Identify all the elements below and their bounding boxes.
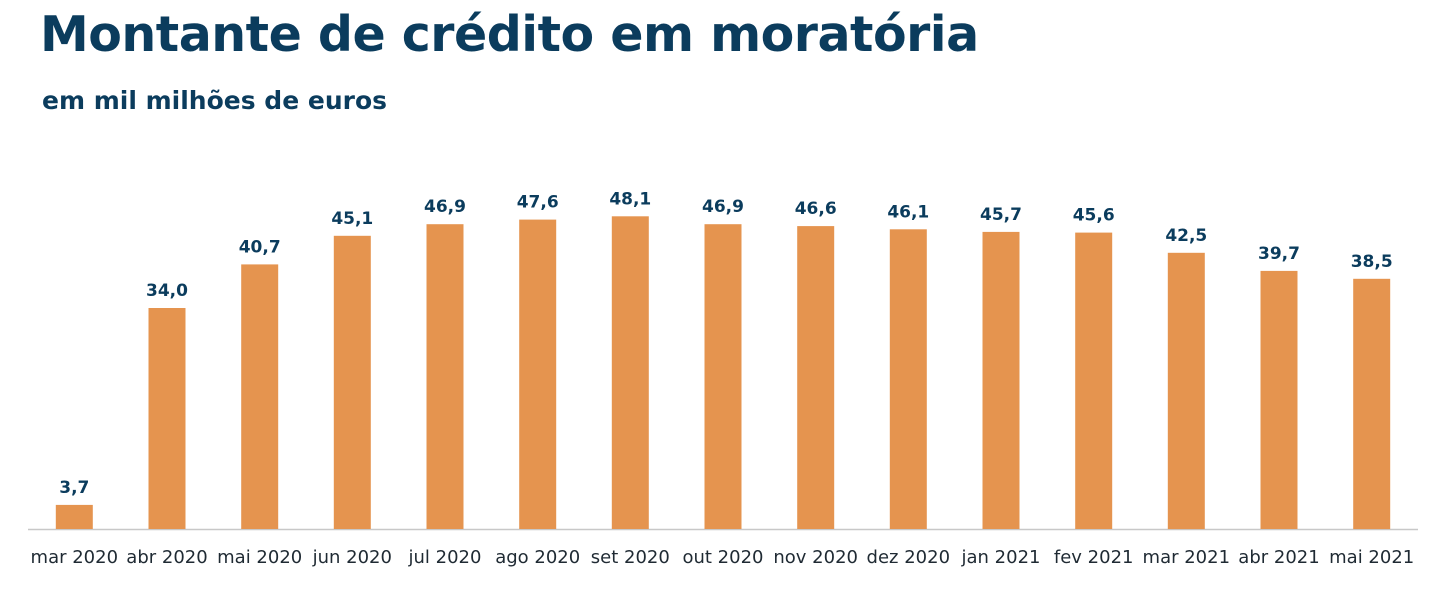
- x-tick-label: dez 2020: [867, 547, 950, 568]
- bar: [426, 224, 464, 529]
- x-tick-label: set 2020: [591, 547, 670, 568]
- bar: [55, 504, 93, 529]
- x-tick-label: jun 2020: [312, 547, 392, 568]
- chart-title: Montante de crédito em moratória: [40, 6, 979, 63]
- bar: [241, 264, 279, 529]
- chart-subtitle: em mil milhões de euros: [42, 86, 387, 115]
- bar: [889, 229, 927, 530]
- x-tick-label: out 2020: [682, 547, 763, 568]
- x-tick-label: nov 2020: [773, 547, 858, 568]
- bar: [1167, 252, 1205, 530]
- data-label: 48,1: [609, 189, 651, 209]
- data-label: 45,6: [1073, 206, 1115, 226]
- x-tick-label: ago 2020: [495, 547, 580, 568]
- data-label: 45,1: [331, 209, 373, 229]
- bar: [797, 226, 835, 529]
- data-label: 46,9: [702, 197, 744, 217]
- data-label: 34,0: [146, 281, 188, 301]
- x-tick-label: fev 2021: [1054, 547, 1134, 568]
- data-label: 46,6: [795, 199, 837, 219]
- bar: [611, 216, 649, 530]
- data-label: 42,5: [1165, 226, 1207, 246]
- bar: [1075, 232, 1113, 529]
- x-tick-label: abr 2021: [1238, 547, 1319, 568]
- data-label: 40,7: [239, 237, 281, 257]
- data-label: 47,6: [517, 193, 559, 213]
- bar: [1260, 270, 1298, 529]
- x-tick-label: abr 2020: [126, 547, 207, 568]
- data-label: 46,1: [887, 202, 929, 222]
- x-tick-label: mai 2020: [217, 547, 302, 568]
- data-label: 38,5: [1351, 252, 1393, 272]
- x-tick-label: mai 2021: [1329, 547, 1414, 568]
- bar: [148, 308, 186, 529]
- bar: [333, 235, 371, 530]
- data-label: 39,7: [1258, 244, 1300, 264]
- data-label: 46,9: [424, 197, 466, 217]
- x-tick-label: jul 2020: [408, 547, 482, 568]
- bar: [982, 231, 1020, 529]
- bar: [519, 219, 557, 529]
- bar: [1353, 278, 1391, 530]
- x-tick-label: mar 2021: [1143, 547, 1231, 568]
- data-label: 45,7: [980, 205, 1022, 225]
- data-label: 3,7: [59, 478, 89, 498]
- x-tick-label: jan 2021: [961, 547, 1041, 568]
- x-tick-label: mar 2020: [31, 547, 119, 568]
- bar: [704, 224, 742, 529]
